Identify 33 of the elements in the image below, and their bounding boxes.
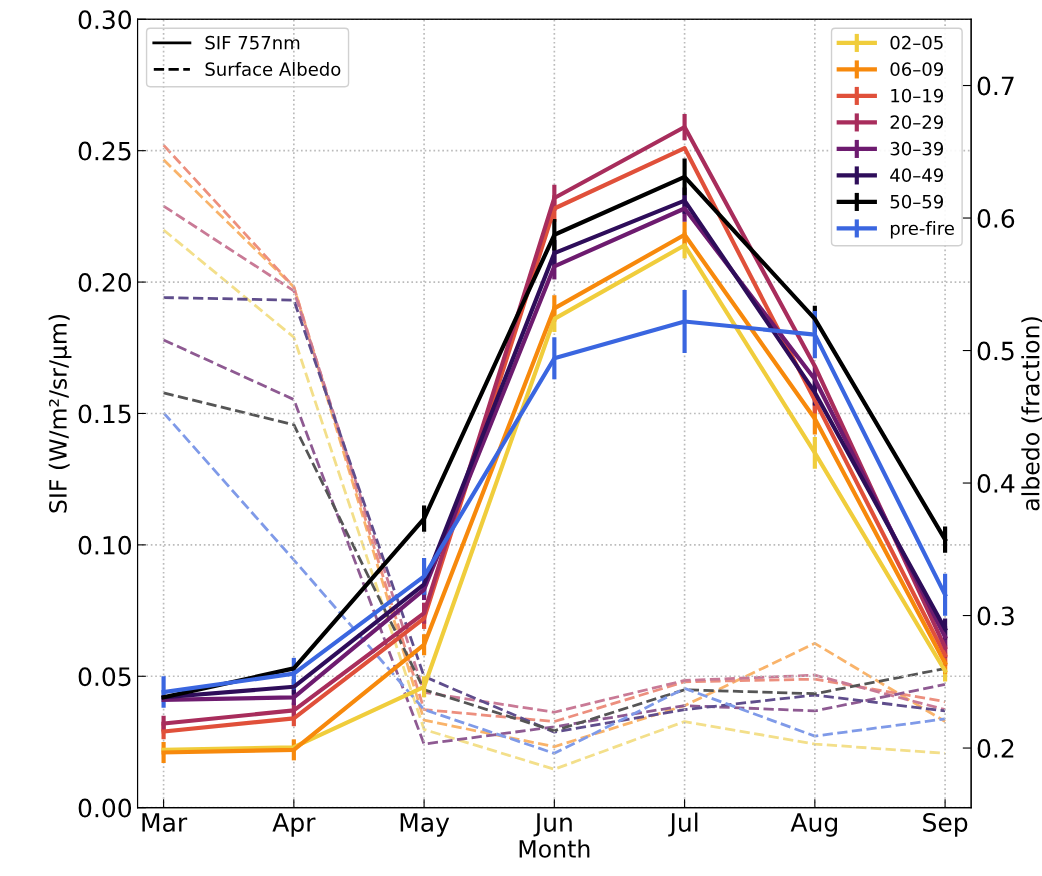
y2-axis-title: albedo (fraction) [1021, 317, 1042, 511]
y-tick-label: 0.05 [78, 667, 131, 687]
y-tick-label: 0.30 [78, 10, 132, 30]
legend-label: 06–09 [890, 62, 943, 76]
y2-tick-label: 0.7 [977, 76, 1014, 96]
legend-label: 10–19 [891, 88, 943, 103]
y-tick-label: 0.10 [78, 535, 132, 555]
y2-tick-label: 0.3 [977, 606, 1014, 626]
annotation: Surface Albedo [205, 62, 341, 76]
y-tick-label: 0.15 [78, 404, 131, 424]
x-axis-title: Month [519, 839, 590, 858]
legend-label: 02–05 [890, 35, 943, 50]
x-tick-label: Apr [272, 813, 316, 837]
y-tick-label: 0.00 [78, 798, 132, 818]
x-tick-label: Sep [923, 812, 968, 837]
y-axis-title: SIF (W/m²/sr/μm) [48, 314, 72, 513]
y2-tick-label: 0.6 [977, 208, 1015, 228]
y2-tick-label: 0.4 [977, 473, 1015, 493]
y2-tick-label: 0.2 [977, 738, 1014, 758]
legend-label: 40–49 [890, 168, 943, 183]
x-tick-label: Mar [142, 813, 188, 832]
legend-label: 20–29 [890, 115, 943, 129]
legend-label: pre-fire [890, 221, 954, 239]
x-tick-label: May [400, 813, 450, 837]
x-tick-label: Jun [533, 813, 572, 837]
legend-label: 50–59 [890, 194, 943, 209]
y2-tick-label: 0.5 [977, 341, 1014, 361]
x-tick-label: Aug [790, 813, 837, 837]
annotation: SIF 757nm [205, 35, 300, 50]
y-tick-label: 0.25 [78, 141, 131, 161]
legend-label: 30–39 [890, 141, 943, 156]
x-tick-label: Jul [668, 812, 698, 837]
y-tick-label: 0.20 [78, 273, 132, 292]
